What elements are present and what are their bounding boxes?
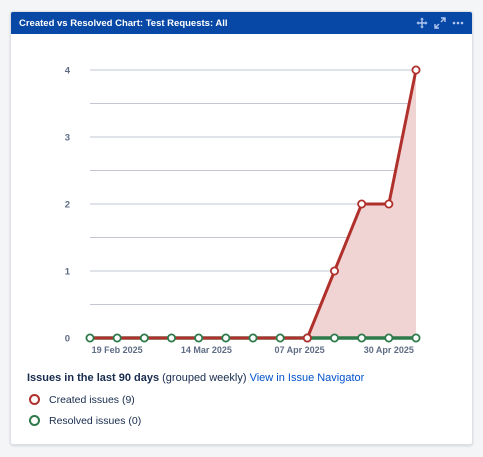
x-tick-label: 07 Apr 2025 <box>274 345 324 355</box>
resolved-point <box>112 333 122 343</box>
summary-grouping: (grouped weekly) <box>162 372 247 384</box>
y-tick-label: 4 <box>65 66 71 77</box>
resolved-point <box>85 333 95 343</box>
summary-period: Issues in the last 90 days <box>27 372 160 384</box>
legend-resolved-label: Resolved issues (0) <box>49 414 142 427</box>
resolved-point <box>248 333 258 343</box>
created-vs-resolved-gadget: Created vs Resolved Chart: Test Requests… <box>10 11 473 445</box>
y-tick-label: 0 <box>65 334 70 345</box>
legend-created-label: Created issues (9) <box>49 393 135 406</box>
y-tick-label: 3 <box>65 133 70 144</box>
move-icon[interactable] <box>416 17 428 29</box>
view-in-issue-navigator-link[interactable]: View in Issue Navigator <box>249 372 365 384</box>
resolved-point <box>411 333 421 343</box>
chart-summary: Issues in the last 90 days (grouped week… <box>27 370 457 386</box>
created-point <box>329 266 339 276</box>
gadget-header-actions <box>416 17 464 29</box>
created-point <box>411 65 421 75</box>
x-tick-label: 30 Apr 2025 <box>364 345 414 355</box>
resolved-point <box>166 333 176 343</box>
x-tick-label: 14 Mar 2025 <box>181 345 232 355</box>
resolved-point <box>221 333 231 343</box>
more-icon[interactable] <box>452 17 464 29</box>
resolved-point <box>194 333 204 343</box>
created-vs-resolved-chart: 0 1 2 3 4 19 Feb 2025 14 Mar 2025 07 Apr 2025 30… <box>65 65 421 355</box>
resolved-point <box>139 333 149 343</box>
chart-legend-area: Issues in the last 90 days (grouped week… <box>27 370 457 428</box>
resolved-point <box>357 333 367 343</box>
legend-resolved: Resolved issues (0) <box>27 413 457 428</box>
legend-created: Created issues (9) <box>27 392 457 407</box>
expand-icon[interactable] <box>434 17 446 29</box>
y-tick-label: 2 <box>65 200 70 211</box>
created-point <box>357 199 367 209</box>
resolved-point <box>384 333 394 343</box>
created-point <box>302 333 312 343</box>
resolved-legend-marker-icon <box>29 415 40 426</box>
gadget-title: Created vs Resolved Chart: Test Requests… <box>19 17 228 29</box>
created-legend-marker-icon <box>29 394 40 405</box>
resolved-point <box>329 333 339 343</box>
x-tick-label: 19 Feb 2025 <box>92 345 143 355</box>
gadget-header: Created vs Resolved Chart: Test Requests… <box>11 12 472 34</box>
created-point <box>384 199 394 209</box>
resolved-point <box>275 333 285 343</box>
y-tick-label: 1 <box>65 267 71 278</box>
